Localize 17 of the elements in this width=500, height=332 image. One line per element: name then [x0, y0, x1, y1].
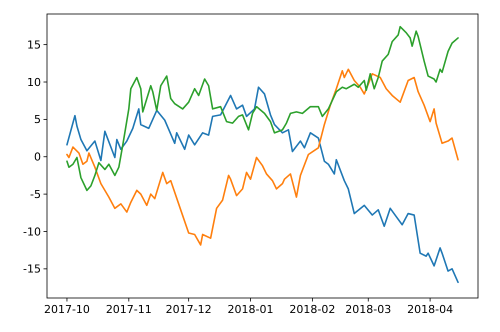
x-tick-label: 2018-02: [289, 303, 336, 316]
x-tick-label: 2018-01: [228, 303, 274, 316]
y-tick-label: -5: [30, 188, 41, 201]
line-series: [66, 86, 459, 284]
y-tick-label: 0: [34, 150, 41, 164]
x-tick-label: 2018-04: [407, 303, 454, 316]
x-tick-label: 2017-12: [166, 303, 212, 316]
y-tick-label: 10: [27, 76, 41, 89]
x-tick-label: 2017-11: [106, 303, 152, 316]
y-tick-label: 5: [34, 113, 41, 126]
x-tick-label: 2017-10: [44, 303, 90, 316]
y-tick-label: -15: [23, 262, 41, 276]
y-tick-label: 15: [27, 38, 41, 52]
x-tick-label: 2018-03: [345, 303, 392, 316]
y-tick-label: -10: [23, 225, 41, 238]
line-series: [66, 68, 459, 246]
line-series: [66, 26, 459, 192]
